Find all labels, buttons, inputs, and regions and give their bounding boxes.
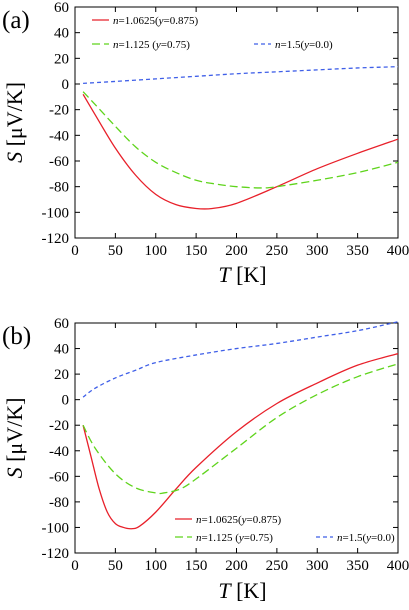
- x-tick-label: 200: [225, 558, 248, 574]
- legend-label-part: =0.75): [161, 39, 190, 51]
- x-axis-variable: T: [218, 578, 232, 603]
- x-axis-title: T [K]: [218, 578, 266, 603]
- legend-label-part: =1.0625(: [202, 514, 242, 526]
- x-tick-label: 100: [145, 558, 168, 574]
- y-tick-label: -40: [49, 444, 69, 460]
- legend-entry-1: n=1.125 (y=0.75): [175, 532, 273, 544]
- legend-entry-0: n=1.0625(y=0.875): [92, 15, 198, 27]
- x-tick-label: 0: [71, 243, 79, 259]
- x-tick-label: 150: [185, 243, 208, 259]
- legend-label-part: y: [303, 39, 309, 51]
- panel-b: 0 50 100 150 200 250 300 350 400-120-100-80-60-4…: [2, 316, 409, 603]
- y-tick-label: -60: [49, 154, 69, 170]
- x-tick-label: 300: [306, 243, 329, 259]
- legend-label-part: y: [155, 39, 161, 51]
- y-axis-unit: [μV/K]: [2, 82, 27, 152]
- series-line-2: [82, 321, 399, 398]
- x-tick-label: 150: [185, 558, 208, 574]
- panel-a: 0 50 100 150 200 250 300 350 400-120-100-80-60-4…: [2, 0, 409, 287]
- series-line-1: [82, 91, 399, 189]
- series-line-0: [82, 353, 399, 530]
- x-tick-label: 300: [306, 558, 329, 574]
- y-tick-label: 20: [54, 51, 69, 67]
- y-tick-label: -100: [42, 205, 70, 221]
- x-tick-label: 0: [71, 558, 79, 574]
- legend-label-part: y: [365, 532, 371, 544]
- legend-label: n=1.5(y=0.0): [337, 532, 395, 544]
- legend-label: n=1.0625(y=0.875): [196, 514, 281, 526]
- legend-label-part: n: [196, 532, 202, 544]
- y-tick-label: 40: [54, 26, 69, 42]
- y-tick-label: 40: [54, 342, 69, 358]
- y-tick-label: -20: [49, 418, 69, 434]
- legend-label-part: =1.0625(: [119, 15, 159, 27]
- legend-label-part: =1.5(: [281, 39, 305, 51]
- x-tick-label: 350: [346, 243, 369, 259]
- legend-label-part: =0.875): [247, 514, 282, 526]
- y-axis-unit: [μV/K]: [2, 398, 27, 468]
- y-tick-label: -100: [42, 520, 70, 536]
- legend-label-part: =1.125 (: [202, 532, 240, 544]
- y-tick-label: -80: [49, 495, 69, 511]
- y-tick-label: 60: [54, 0, 69, 16]
- legend-label-part: n: [113, 39, 119, 51]
- y-tick-label: -120: [42, 546, 70, 562]
- legend-label-part: =0.75): [244, 532, 273, 544]
- y-tick-label: 60: [54, 316, 69, 332]
- x-axis-unit: [K]: [231, 578, 267, 603]
- panel-label: (a): [2, 7, 30, 34]
- y-tick-label: 0: [62, 77, 70, 93]
- legend-label-part: n: [337, 532, 343, 544]
- x-axis-title: T [K]: [218, 262, 266, 287]
- legend-entry-0: n=1.0625(y=0.875): [175, 514, 281, 526]
- legend-label: n=1.125 (y=0.75): [113, 39, 190, 51]
- legend-label-part: =0.0): [371, 532, 395, 544]
- legend-entry-2: n=1.5(y=0.0): [316, 532, 395, 544]
- y-tick-label: 20: [54, 367, 69, 383]
- x-axis-variable: T: [218, 262, 232, 287]
- y-tick-label: -120: [42, 231, 70, 247]
- y-tick-label: 0: [62, 393, 70, 409]
- legend-entry-2: n=1.5(y=0.0): [254, 39, 333, 51]
- legend-label-part: =1.125 (: [119, 39, 157, 51]
- x-tick-label: 400: [387, 243, 409, 259]
- x-tick-label: 250: [266, 558, 289, 574]
- legend-label-part: y: [241, 514, 247, 526]
- x-tick-label: 250: [266, 243, 289, 259]
- y-axis-variable: S: [2, 467, 27, 478]
- legend-label: n=1.125 (y=0.75): [196, 532, 273, 544]
- legend-label-part: y: [158, 15, 164, 27]
- legend-label-part: y: [238, 532, 244, 544]
- legend-label-part: =0.875): [164, 15, 199, 27]
- y-axis-title: S [μV/K]: [2, 398, 27, 479]
- x-tick-label: 350: [346, 558, 369, 574]
- legend-label-part: n: [196, 514, 202, 526]
- x-axis-unit: [K]: [231, 262, 267, 287]
- legend-entry-1: n=1.125 (y=0.75): [92, 39, 190, 51]
- y-tick-label: -20: [49, 103, 69, 119]
- y-tick-label: -60: [49, 469, 69, 485]
- x-tick-label: 100: [145, 243, 168, 259]
- x-tick-label: 50: [108, 558, 123, 574]
- legend-label-part: =0.0): [309, 39, 333, 51]
- legend-label: n=1.0625(y=0.875): [113, 15, 198, 27]
- series-line-0: [82, 93, 399, 210]
- x-tick-label: 200: [225, 243, 248, 259]
- legend-label: n=1.5(y=0.0): [275, 39, 333, 51]
- legend-label-part: n: [275, 39, 281, 51]
- series-line-2: [83, 66, 399, 85]
- legend-label-part: =1.5(: [343, 532, 367, 544]
- y-tick-label: -40: [49, 128, 69, 144]
- panel-label: (b): [2, 323, 31, 350]
- x-tick-label: 400: [387, 558, 409, 574]
- x-tick-label: 50: [108, 243, 123, 259]
- y-axis-variable: S: [2, 152, 27, 163]
- y-tick-label: -80: [49, 180, 69, 196]
- legend-label-part: n: [113, 15, 119, 27]
- y-axis-title: S [μV/K]: [2, 82, 27, 163]
